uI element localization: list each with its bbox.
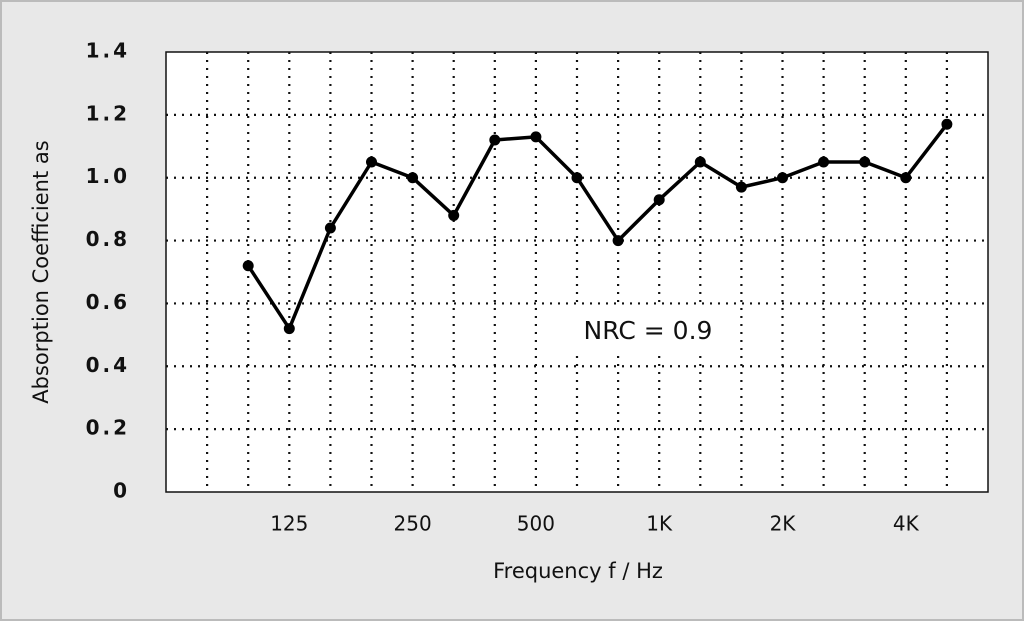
plot-area [165, 51, 989, 493]
y-tick-label: 0.2 [86, 416, 130, 440]
x-tick-label: 1K [646, 512, 673, 536]
x-tick-label: 2K [770, 512, 797, 536]
y-axis-label: Absorption Coefficient as [29, 140, 53, 403]
data-point [324, 222, 336, 234]
x-tick-label: 500 [517, 512, 555, 536]
data-point [900, 172, 912, 184]
data-point [530, 131, 542, 143]
y-tick-label: 0 [113, 479, 130, 503]
data-point [777, 172, 788, 184]
y-tick-label: 1.4 [86, 39, 130, 63]
data-point [818, 156, 830, 168]
annotation: NRC = 0.9 [584, 316, 713, 345]
data-point [941, 118, 953, 130]
data-point [612, 235, 624, 247]
x-axis-label: Frequency f / Hz [493, 559, 663, 583]
y-tick-label: 0.6 [86, 290, 130, 314]
data-point [859, 156, 871, 168]
data-point [407, 172, 419, 184]
data-point [448, 209, 460, 221]
y-tick-label: 1.0 [86, 164, 130, 188]
x-tick-label: 250 [394, 512, 432, 536]
data-point [242, 260, 254, 272]
data-point [366, 156, 377, 168]
annotation-box [565, 306, 733, 356]
data-point [694, 156, 706, 168]
x-tick-label: 4K [893, 512, 920, 536]
data-point [283, 323, 295, 335]
data-point [653, 194, 665, 206]
data-point [735, 181, 747, 193]
data-point [571, 172, 583, 184]
data-point [489, 134, 501, 146]
data-line [246, 123, 949, 331]
y-tick-label: 1.2 [86, 101, 130, 125]
y-tick-label: 0.8 [86, 227, 130, 251]
x-tick-label: 125 [270, 512, 308, 536]
y-tick-label: 0.4 [86, 353, 130, 377]
